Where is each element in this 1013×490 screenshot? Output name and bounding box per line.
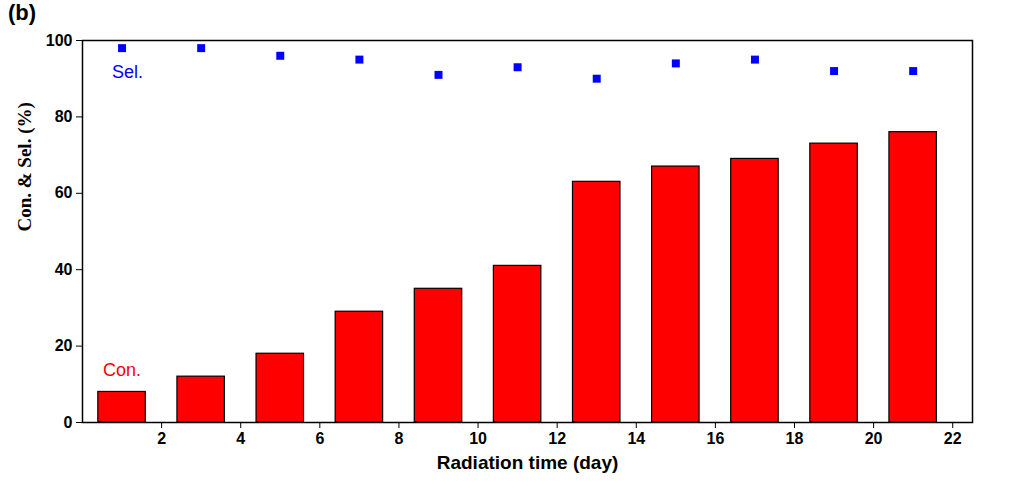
- svg-text:Radiation time (day): Radiation time (day): [437, 452, 619, 473]
- svg-text:12: 12: [548, 430, 566, 447]
- svg-text:6: 6: [315, 430, 324, 447]
- svg-text:18: 18: [786, 430, 804, 447]
- svg-text:0: 0: [64, 414, 73, 431]
- svg-text:14: 14: [627, 430, 645, 447]
- html-text:(b): (b): [8, 0, 37, 25]
- svg-text:Sel.: Sel.: [112, 62, 143, 82]
- svg-text:80: 80: [55, 108, 73, 125]
- svg-text:16: 16: [706, 430, 724, 447]
- svg-text:22: 22: [944, 430, 962, 447]
- svg-text:Con.: Con.: [103, 360, 141, 380]
- svg-text:10: 10: [469, 430, 487, 447]
- svg-text:20: 20: [865, 430, 883, 447]
- svg-text:60: 60: [55, 184, 73, 201]
- svg-text:20: 20: [55, 337, 73, 354]
- svg-text:Con. & Sel. (%): Con. & Sel. (%): [14, 102, 36, 231]
- svg-text:2: 2: [157, 430, 166, 447]
- svg-text:4: 4: [236, 430, 245, 447]
- svg-text:8: 8: [394, 430, 403, 447]
- svg-text:40: 40: [55, 261, 73, 278]
- svg-text:100: 100: [46, 32, 73, 49]
